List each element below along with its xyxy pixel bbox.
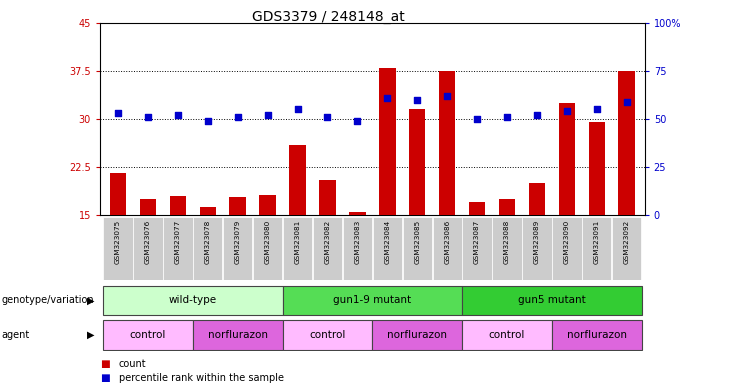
Bar <box>612 217 642 280</box>
Bar <box>259 195 276 215</box>
Text: norflurazon: norflurazon <box>567 330 627 340</box>
Text: GSM323090: GSM323090 <box>564 220 570 264</box>
Text: GSM323076: GSM323076 <box>145 220 151 264</box>
Text: GSM323084: GSM323084 <box>385 220 391 264</box>
Bar <box>230 197 246 215</box>
Bar <box>522 217 551 280</box>
Bar <box>433 217 462 280</box>
Bar <box>462 286 642 315</box>
Point <box>351 118 363 124</box>
Text: GSM323091: GSM323091 <box>594 220 599 264</box>
Bar <box>343 217 372 280</box>
Text: agent: agent <box>1 330 30 340</box>
Bar <box>469 202 485 215</box>
Bar <box>439 71 456 215</box>
Point <box>411 97 423 103</box>
Text: gun1-9 mutant: gun1-9 mutant <box>333 295 411 306</box>
Bar <box>349 212 365 215</box>
Bar <box>223 217 253 280</box>
Text: control: control <box>130 330 166 340</box>
Text: ▶: ▶ <box>87 330 94 340</box>
Text: GSM323075: GSM323075 <box>115 220 121 264</box>
Bar <box>103 217 133 280</box>
Text: GSM323092: GSM323092 <box>624 220 630 264</box>
Point <box>382 95 393 101</box>
Point <box>561 108 573 114</box>
Bar <box>282 286 462 315</box>
Bar <box>253 217 282 280</box>
Text: GSM323086: GSM323086 <box>444 220 451 264</box>
Text: GSM323085: GSM323085 <box>414 220 420 264</box>
Text: GSM323079: GSM323079 <box>235 220 241 264</box>
Bar <box>313 217 342 280</box>
Bar <box>283 217 312 280</box>
Text: GSM323083: GSM323083 <box>354 220 360 264</box>
Bar <box>193 320 282 350</box>
Text: control: control <box>489 330 525 340</box>
Text: ■: ■ <box>100 373 110 383</box>
Bar <box>372 320 462 350</box>
Text: GSM323089: GSM323089 <box>534 220 540 264</box>
Bar <box>619 71 635 215</box>
Bar <box>103 286 282 315</box>
Text: GSM323077: GSM323077 <box>175 220 181 264</box>
Bar <box>379 68 396 215</box>
Text: GSM323080: GSM323080 <box>265 220 270 264</box>
Point <box>232 114 244 120</box>
Bar <box>409 109 425 215</box>
Point <box>531 112 543 118</box>
Bar <box>559 103 575 215</box>
Bar <box>170 196 186 215</box>
Bar <box>552 217 582 280</box>
Text: genotype/variation: genotype/variation <box>1 295 94 306</box>
Bar <box>289 145 306 215</box>
Text: ▶: ▶ <box>87 295 94 306</box>
Text: GSM323082: GSM323082 <box>325 220 330 264</box>
Text: wild-type: wild-type <box>169 295 217 306</box>
Text: GSM323087: GSM323087 <box>474 220 480 264</box>
Bar <box>462 320 552 350</box>
Point <box>441 93 453 99</box>
Bar <box>462 217 492 280</box>
Bar <box>140 199 156 215</box>
Point <box>591 106 602 113</box>
Text: percentile rank within the sample: percentile rank within the sample <box>119 373 284 383</box>
Bar <box>499 199 515 215</box>
Point <box>202 118 213 124</box>
Bar <box>163 217 193 280</box>
Text: ■: ■ <box>100 359 110 369</box>
Point <box>621 99 633 105</box>
Bar <box>552 320 642 350</box>
Bar <box>373 217 402 280</box>
Bar <box>282 320 372 350</box>
Bar <box>588 122 605 215</box>
Point <box>292 106 304 113</box>
Text: control: control <box>309 330 345 340</box>
Point <box>471 116 483 122</box>
Point <box>112 110 124 116</box>
Text: norflurazon: norflurazon <box>388 330 448 340</box>
Text: GSM323078: GSM323078 <box>205 220 210 264</box>
Bar <box>199 207 216 215</box>
Text: norflurazon: norflurazon <box>207 330 268 340</box>
Text: GSM323081: GSM323081 <box>294 220 301 264</box>
Bar <box>402 217 432 280</box>
Bar <box>492 217 522 280</box>
Point <box>172 112 184 118</box>
Bar <box>582 217 611 280</box>
Bar <box>529 183 545 215</box>
Bar <box>319 180 336 215</box>
Text: GDS3379 / 248148_at: GDS3379 / 248148_at <box>253 10 405 23</box>
Text: count: count <box>119 359 146 369</box>
Bar <box>103 320 193 350</box>
Text: GSM323088: GSM323088 <box>504 220 510 264</box>
Bar <box>133 217 162 280</box>
Bar <box>193 217 222 280</box>
Point <box>262 112 273 118</box>
Point <box>142 114 154 120</box>
Point <box>322 114 333 120</box>
Text: gun5 mutant: gun5 mutant <box>518 295 586 306</box>
Bar <box>110 174 126 215</box>
Point <box>501 114 513 120</box>
